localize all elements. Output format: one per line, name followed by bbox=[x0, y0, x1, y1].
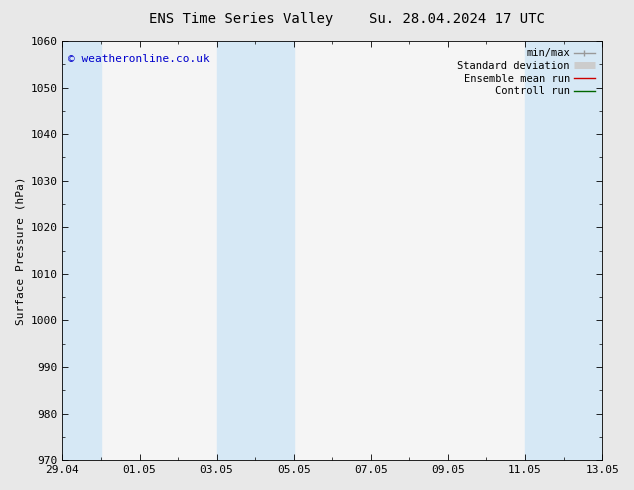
Bar bbox=[217, 41, 294, 460]
Text: ENS Time Series Valley: ENS Time Series Valley bbox=[149, 12, 333, 26]
Bar bbox=[525, 41, 602, 460]
Y-axis label: Surface Pressure (hPa): Surface Pressure (hPa) bbox=[15, 176, 25, 325]
Legend: min/max, Standard deviation, Ensemble mean run, Controll run: min/max, Standard deviation, Ensemble me… bbox=[455, 46, 597, 98]
Text: Su. 28.04.2024 17 UTC: Su. 28.04.2024 17 UTC bbox=[368, 12, 545, 26]
Bar bbox=[62, 41, 101, 460]
Text: © weatheronline.co.uk: © weatheronline.co.uk bbox=[68, 53, 210, 64]
